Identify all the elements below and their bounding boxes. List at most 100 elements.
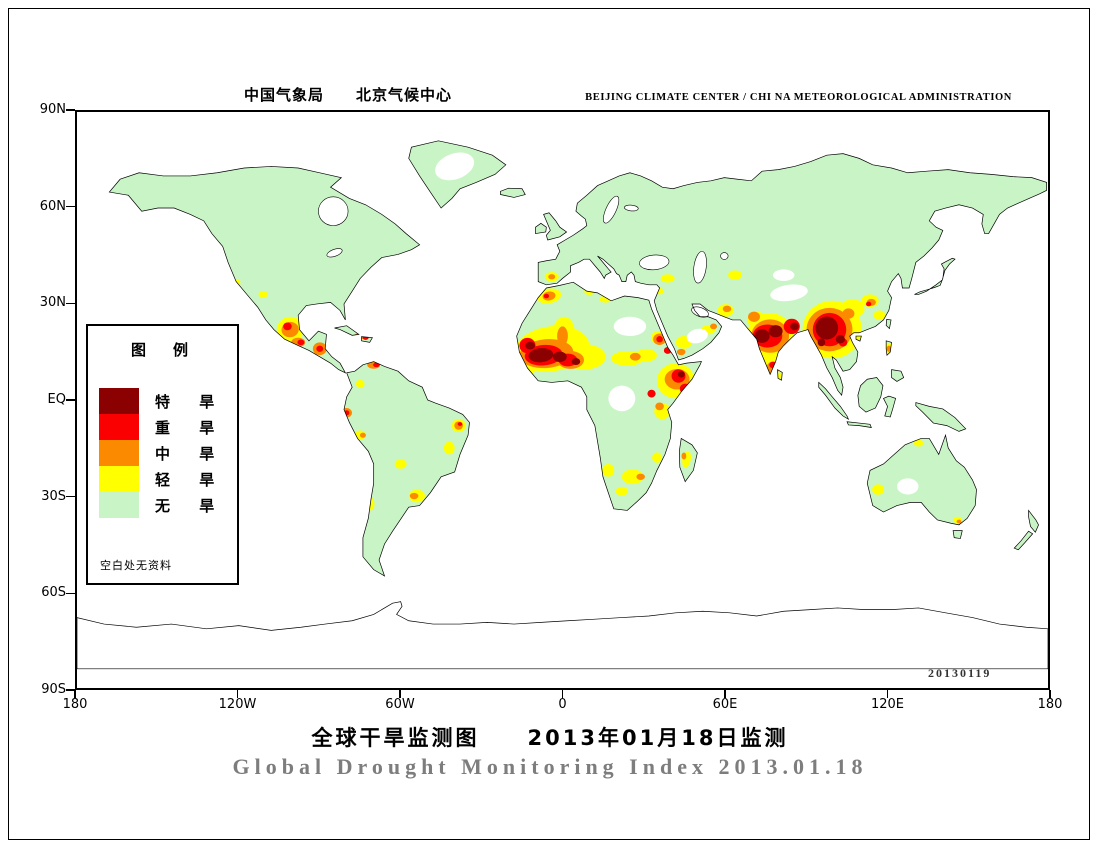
drought-spot-moderate xyxy=(557,326,568,346)
drought-spot-severe xyxy=(316,345,324,352)
drought-spot-extreme xyxy=(835,335,845,344)
drought-spot-light xyxy=(258,290,268,298)
lon-tick xyxy=(724,690,726,698)
lon-tick xyxy=(236,690,239,698)
drought-spot-light xyxy=(621,469,644,485)
drought-spot-moderate xyxy=(722,305,732,313)
legend-swatch-none xyxy=(99,492,139,518)
lon-label: 0 xyxy=(558,697,567,712)
drought-spot-light xyxy=(394,459,407,469)
drought-spot-moderate xyxy=(655,402,664,411)
drought-spot-light xyxy=(602,464,615,477)
lat-label: 90S xyxy=(41,682,66,697)
lat-label: 60S xyxy=(41,585,66,601)
drought-spot-extreme xyxy=(552,351,567,362)
legend-label: 无 旱 xyxy=(155,496,227,515)
drought-spot-extreme xyxy=(790,322,799,331)
lat-tick xyxy=(66,495,75,498)
legend-swatch-light xyxy=(99,466,139,492)
lon-tick xyxy=(399,690,401,698)
lon-tick xyxy=(561,690,564,698)
lat-tick xyxy=(66,689,75,691)
drought-spot-extreme xyxy=(754,329,770,343)
legend-label: 中 旱 xyxy=(155,444,227,463)
drought-spot-light xyxy=(355,379,365,389)
lat-tick xyxy=(66,592,75,595)
no-data-patches xyxy=(435,152,919,495)
drought-spot-light xyxy=(635,348,657,362)
lat-tick xyxy=(66,109,75,111)
lon-label: 60W xyxy=(385,697,415,712)
lat-label: 60N xyxy=(39,198,66,214)
legend-note: 空白处无资料 xyxy=(100,559,172,572)
legend-item: 无 旱 xyxy=(99,492,237,518)
drought-spot-moderate xyxy=(681,452,687,460)
legend-title: 图 例 xyxy=(130,341,194,359)
drought-spot-severe xyxy=(647,389,656,398)
drought-spot-extreme xyxy=(815,316,839,340)
drought-spot-moderate xyxy=(956,519,962,524)
lon-label: 120W xyxy=(218,697,257,712)
drought-spot-light xyxy=(728,270,743,280)
drought-spot-light xyxy=(615,486,629,496)
lat-label: 30S xyxy=(41,488,66,504)
drought-spot-light xyxy=(660,274,675,283)
lon-label: 120E xyxy=(870,697,905,712)
drought-spot-moderate xyxy=(710,323,718,330)
drought-spot-moderate xyxy=(548,274,556,280)
drought-spot-extreme xyxy=(528,348,554,363)
title-chinese: 全球干旱监测图 2013年01月18日监测 xyxy=(311,726,789,750)
drought-spot-severe xyxy=(457,422,463,426)
legend-item: 重 旱 xyxy=(99,414,237,440)
legend-label: 重 旱 xyxy=(155,418,227,437)
drought-spot-moderate xyxy=(676,348,686,356)
drought-spot-extreme xyxy=(571,358,581,366)
legend-label: 特 旱 xyxy=(155,392,227,411)
lat-label: 90N xyxy=(39,102,66,117)
legend-box: 图 例 特 旱重 旱中 旱轻 旱无 旱 空白处无资料 xyxy=(86,324,239,585)
legend-rows: 特 旱重 旱中 旱轻 旱无 旱 xyxy=(99,388,237,518)
drought-spot-severe xyxy=(865,301,872,307)
lon-label: 180 xyxy=(62,697,88,712)
legend-swatch-extreme xyxy=(99,388,139,414)
drought-spot-moderate xyxy=(748,311,760,322)
legend-item: 特 旱 xyxy=(99,388,237,414)
antarctica xyxy=(77,601,1048,670)
lat-label: 30N xyxy=(39,295,66,311)
header-chinese: 中国气象局 北京气候中心 xyxy=(244,86,453,104)
drought-spot-extreme xyxy=(525,341,536,350)
lon-label: 180 xyxy=(1037,697,1063,712)
drought-spot-light xyxy=(913,439,924,447)
drought-spot-light xyxy=(443,441,455,455)
drought-spot-severe xyxy=(656,336,663,343)
drought-spot-extreme xyxy=(817,338,826,347)
lon-tick xyxy=(74,690,76,698)
drought-spot-light xyxy=(873,310,886,320)
drought-spot-extreme xyxy=(768,325,783,338)
legend-item: 轻 旱 xyxy=(99,466,237,492)
drought-spot-severe xyxy=(283,322,292,331)
drought-spot-light xyxy=(652,452,662,463)
map-datestamp: 20130119 xyxy=(928,666,992,680)
lon-tick xyxy=(886,690,889,698)
legend-item: 中 旱 xyxy=(99,440,237,466)
lat-tick xyxy=(66,205,75,208)
legend-label: 轻 旱 xyxy=(155,470,227,489)
lat-label: EQ xyxy=(47,392,66,407)
lon-tick xyxy=(1049,690,1051,698)
lon-label: 60E xyxy=(712,697,738,712)
coastlines xyxy=(108,140,1047,577)
drought-spot-light xyxy=(872,484,885,495)
drought-spot-moderate xyxy=(409,492,419,500)
drought-spot-extreme xyxy=(677,371,685,378)
drought-spot-moderate xyxy=(359,432,366,438)
lat-tick xyxy=(66,399,75,401)
drought-spot-moderate xyxy=(886,345,892,352)
inland-seas xyxy=(318,195,729,318)
drought-spot-moderate xyxy=(629,352,641,361)
drought-spot-severe xyxy=(297,339,305,346)
title-english: Global Drought Monitoring Index 2013.01.… xyxy=(232,754,868,779)
legend-swatch-severe xyxy=(99,414,139,440)
drought-spot-severe xyxy=(543,293,550,299)
